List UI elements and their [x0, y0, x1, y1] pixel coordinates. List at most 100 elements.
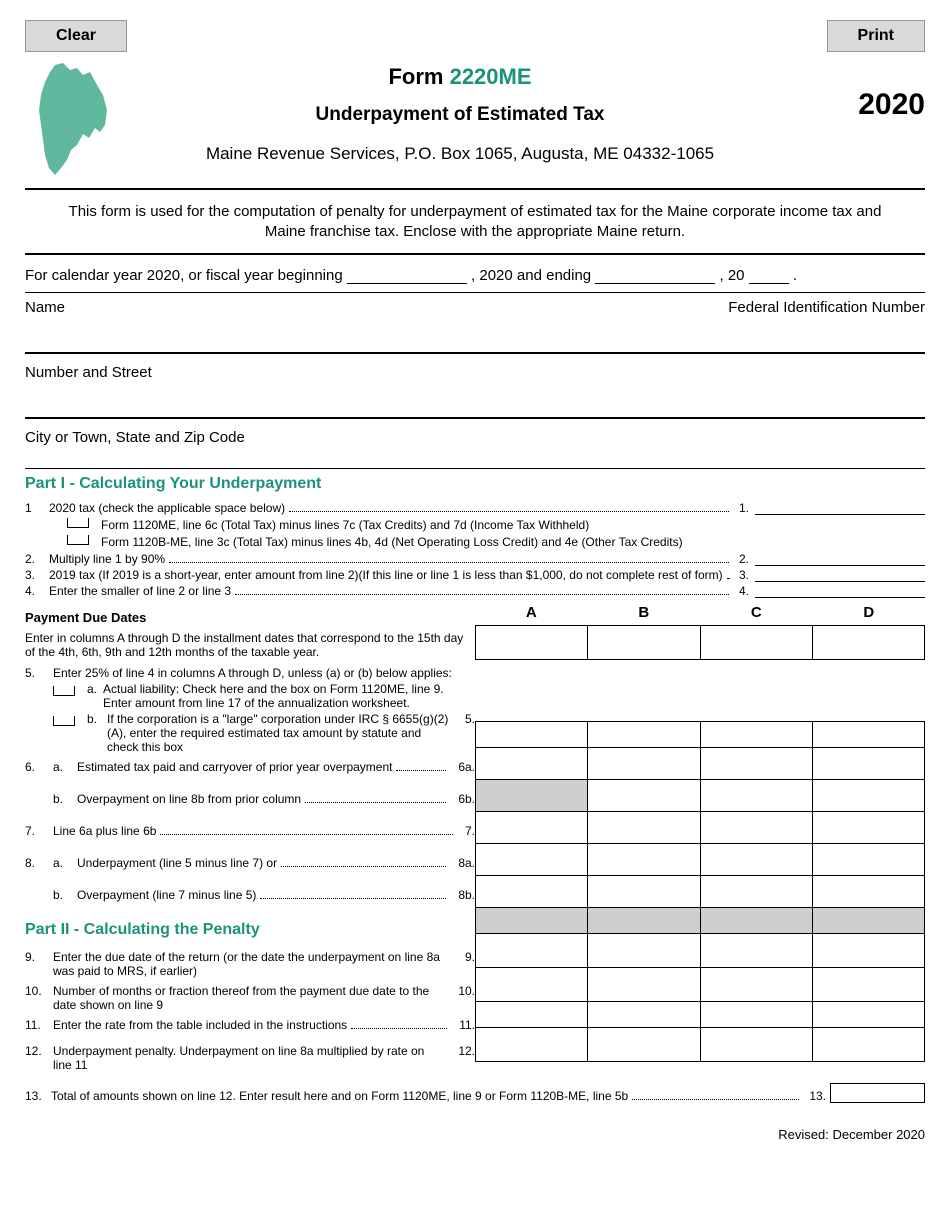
- street-label: Number and Street: [25, 364, 152, 381]
- cell[interactable]: [588, 722, 700, 748]
- line11-text: Enter the rate from the table included i…: [53, 1018, 347, 1032]
- line8a-suffix: 8a.: [456, 856, 475, 870]
- divider: [25, 352, 925, 354]
- line6b-text: Overpayment on line 8b from prior column: [77, 792, 301, 806]
- cell[interactable]: [476, 844, 588, 876]
- cell-shaded: [476, 908, 588, 934]
- cell[interactable]: [476, 934, 588, 968]
- cell-shaded: [700, 908, 812, 934]
- cell[interactable]: [588, 844, 700, 876]
- line5b-text: If the corporation is a "large" corporat…: [107, 712, 449, 754]
- line5-suffix: 5.: [463, 712, 475, 726]
- cell[interactable]: [700, 968, 812, 1002]
- line6a-suffix: 6a.: [456, 760, 475, 774]
- cell[interactable]: [588, 934, 700, 968]
- line-number: 4.: [25, 584, 43, 598]
- line4-input[interactable]: [755, 584, 925, 598]
- cell[interactable]: [476, 968, 588, 1002]
- line8a-text: Underpayment (line 5 minus line 7) or: [77, 856, 277, 870]
- fein-label: Federal Identification Number: [728, 299, 925, 316]
- line6b-suffix: 6b.: [456, 792, 475, 806]
- cell[interactable]: [812, 748, 924, 780]
- cell[interactable]: [476, 1002, 588, 1028]
- cell[interactable]: [812, 934, 924, 968]
- cell[interactable]: [812, 968, 924, 1002]
- grid-instructions: Enter in columns A through D the install…: [25, 631, 475, 663]
- cell[interactable]: [476, 626, 588, 660]
- cell[interactable]: [700, 626, 812, 660]
- fiscal-mid: , 2020 and ending: [471, 267, 591, 284]
- cell[interactable]: [812, 844, 924, 876]
- sub-letter: a.: [53, 856, 71, 870]
- line3-suffix: 3.: [739, 568, 749, 582]
- line1-text: 2020 tax (check the applicable space bel…: [49, 501, 285, 515]
- cell[interactable]: [700, 812, 812, 844]
- revised-date: Revised: December 2020: [25, 1127, 925, 1142]
- agency-address: Maine Revenue Services, P.O. Box 1065, A…: [127, 144, 793, 164]
- cell[interactable]: [700, 1002, 812, 1028]
- cell[interactable]: [812, 1028, 924, 1062]
- cell[interactable]: [812, 626, 924, 660]
- payment-due-dates-label: Payment Due Dates: [25, 610, 475, 625]
- cell[interactable]: [812, 780, 924, 812]
- city-label: City or Town, State and Zip Code: [25, 429, 245, 446]
- checkbox-1120b-me[interactable]: [67, 535, 89, 545]
- cell[interactable]: [812, 722, 924, 748]
- checkbox-1120me[interactable]: [67, 518, 89, 528]
- calculation-grid: [475, 625, 925, 1062]
- divider: [25, 417, 925, 419]
- cell[interactable]: [588, 748, 700, 780]
- line-number: 7.: [25, 824, 47, 838]
- cell[interactable]: [476, 722, 588, 748]
- cell[interactable]: [700, 934, 812, 968]
- line2-suffix: 2.: [739, 552, 749, 566]
- form-title: Form 2220ME: [127, 64, 793, 90]
- cell[interactable]: [476, 812, 588, 844]
- cell[interactable]: [588, 1028, 700, 1062]
- cell[interactable]: [588, 626, 700, 660]
- part1-title: Part I - Calculating Your Underpayment: [25, 475, 925, 493]
- cell[interactable]: [476, 748, 588, 780]
- print-button[interactable]: Print: [827, 20, 925, 52]
- line-number: 6.: [25, 760, 47, 774]
- line1a-text: Form 1120ME, line 6c (Total Tax) minus l…: [101, 518, 589, 532]
- cell[interactable]: [700, 722, 812, 748]
- line4-suffix: 4.: [739, 584, 749, 598]
- fiscal-end-input[interactable]: [595, 268, 715, 284]
- clear-button[interactable]: Clear: [25, 20, 127, 52]
- line-number: 1: [25, 501, 43, 515]
- cell[interactable]: [476, 876, 588, 908]
- cell[interactable]: [476, 1028, 588, 1062]
- line13-input[interactable]: [830, 1083, 925, 1103]
- cell[interactable]: [700, 1028, 812, 1062]
- cell[interactable]: [700, 876, 812, 908]
- sub-letter: b.: [87, 712, 101, 726]
- fiscal-suffix: , 20: [720, 267, 745, 284]
- fiscal-yy-input[interactable]: [749, 268, 789, 284]
- cell[interactable]: [700, 780, 812, 812]
- cell[interactable]: [812, 1002, 924, 1028]
- checkbox-5b[interactable]: [53, 716, 75, 726]
- line1-input[interactable]: [755, 501, 925, 515]
- sub-letter: a.: [87, 682, 97, 710]
- cell[interactable]: [812, 812, 924, 844]
- cell[interactable]: [588, 780, 700, 812]
- cell[interactable]: [588, 1002, 700, 1028]
- sub-letter: a.: [53, 760, 71, 774]
- fiscal-begin-input[interactable]: [347, 268, 467, 284]
- checkbox-5a[interactable]: [53, 686, 75, 696]
- cell[interactable]: [588, 812, 700, 844]
- fiscal-year-line: For calendar year 2020, or fiscal year b…: [25, 263, 925, 288]
- line9-suffix: 9.: [463, 950, 475, 964]
- form-code: 2220ME: [450, 64, 532, 89]
- cell[interactable]: [588, 876, 700, 908]
- cell[interactable]: [700, 748, 812, 780]
- cell[interactable]: [812, 876, 924, 908]
- line3-input[interactable]: [755, 568, 925, 582]
- cell[interactable]: [700, 844, 812, 876]
- line-number: 2.: [25, 552, 43, 566]
- line-number: 8.: [25, 856, 47, 870]
- cell-shaded: [812, 908, 924, 934]
- cell[interactable]: [588, 968, 700, 1002]
- line2-input[interactable]: [755, 552, 925, 566]
